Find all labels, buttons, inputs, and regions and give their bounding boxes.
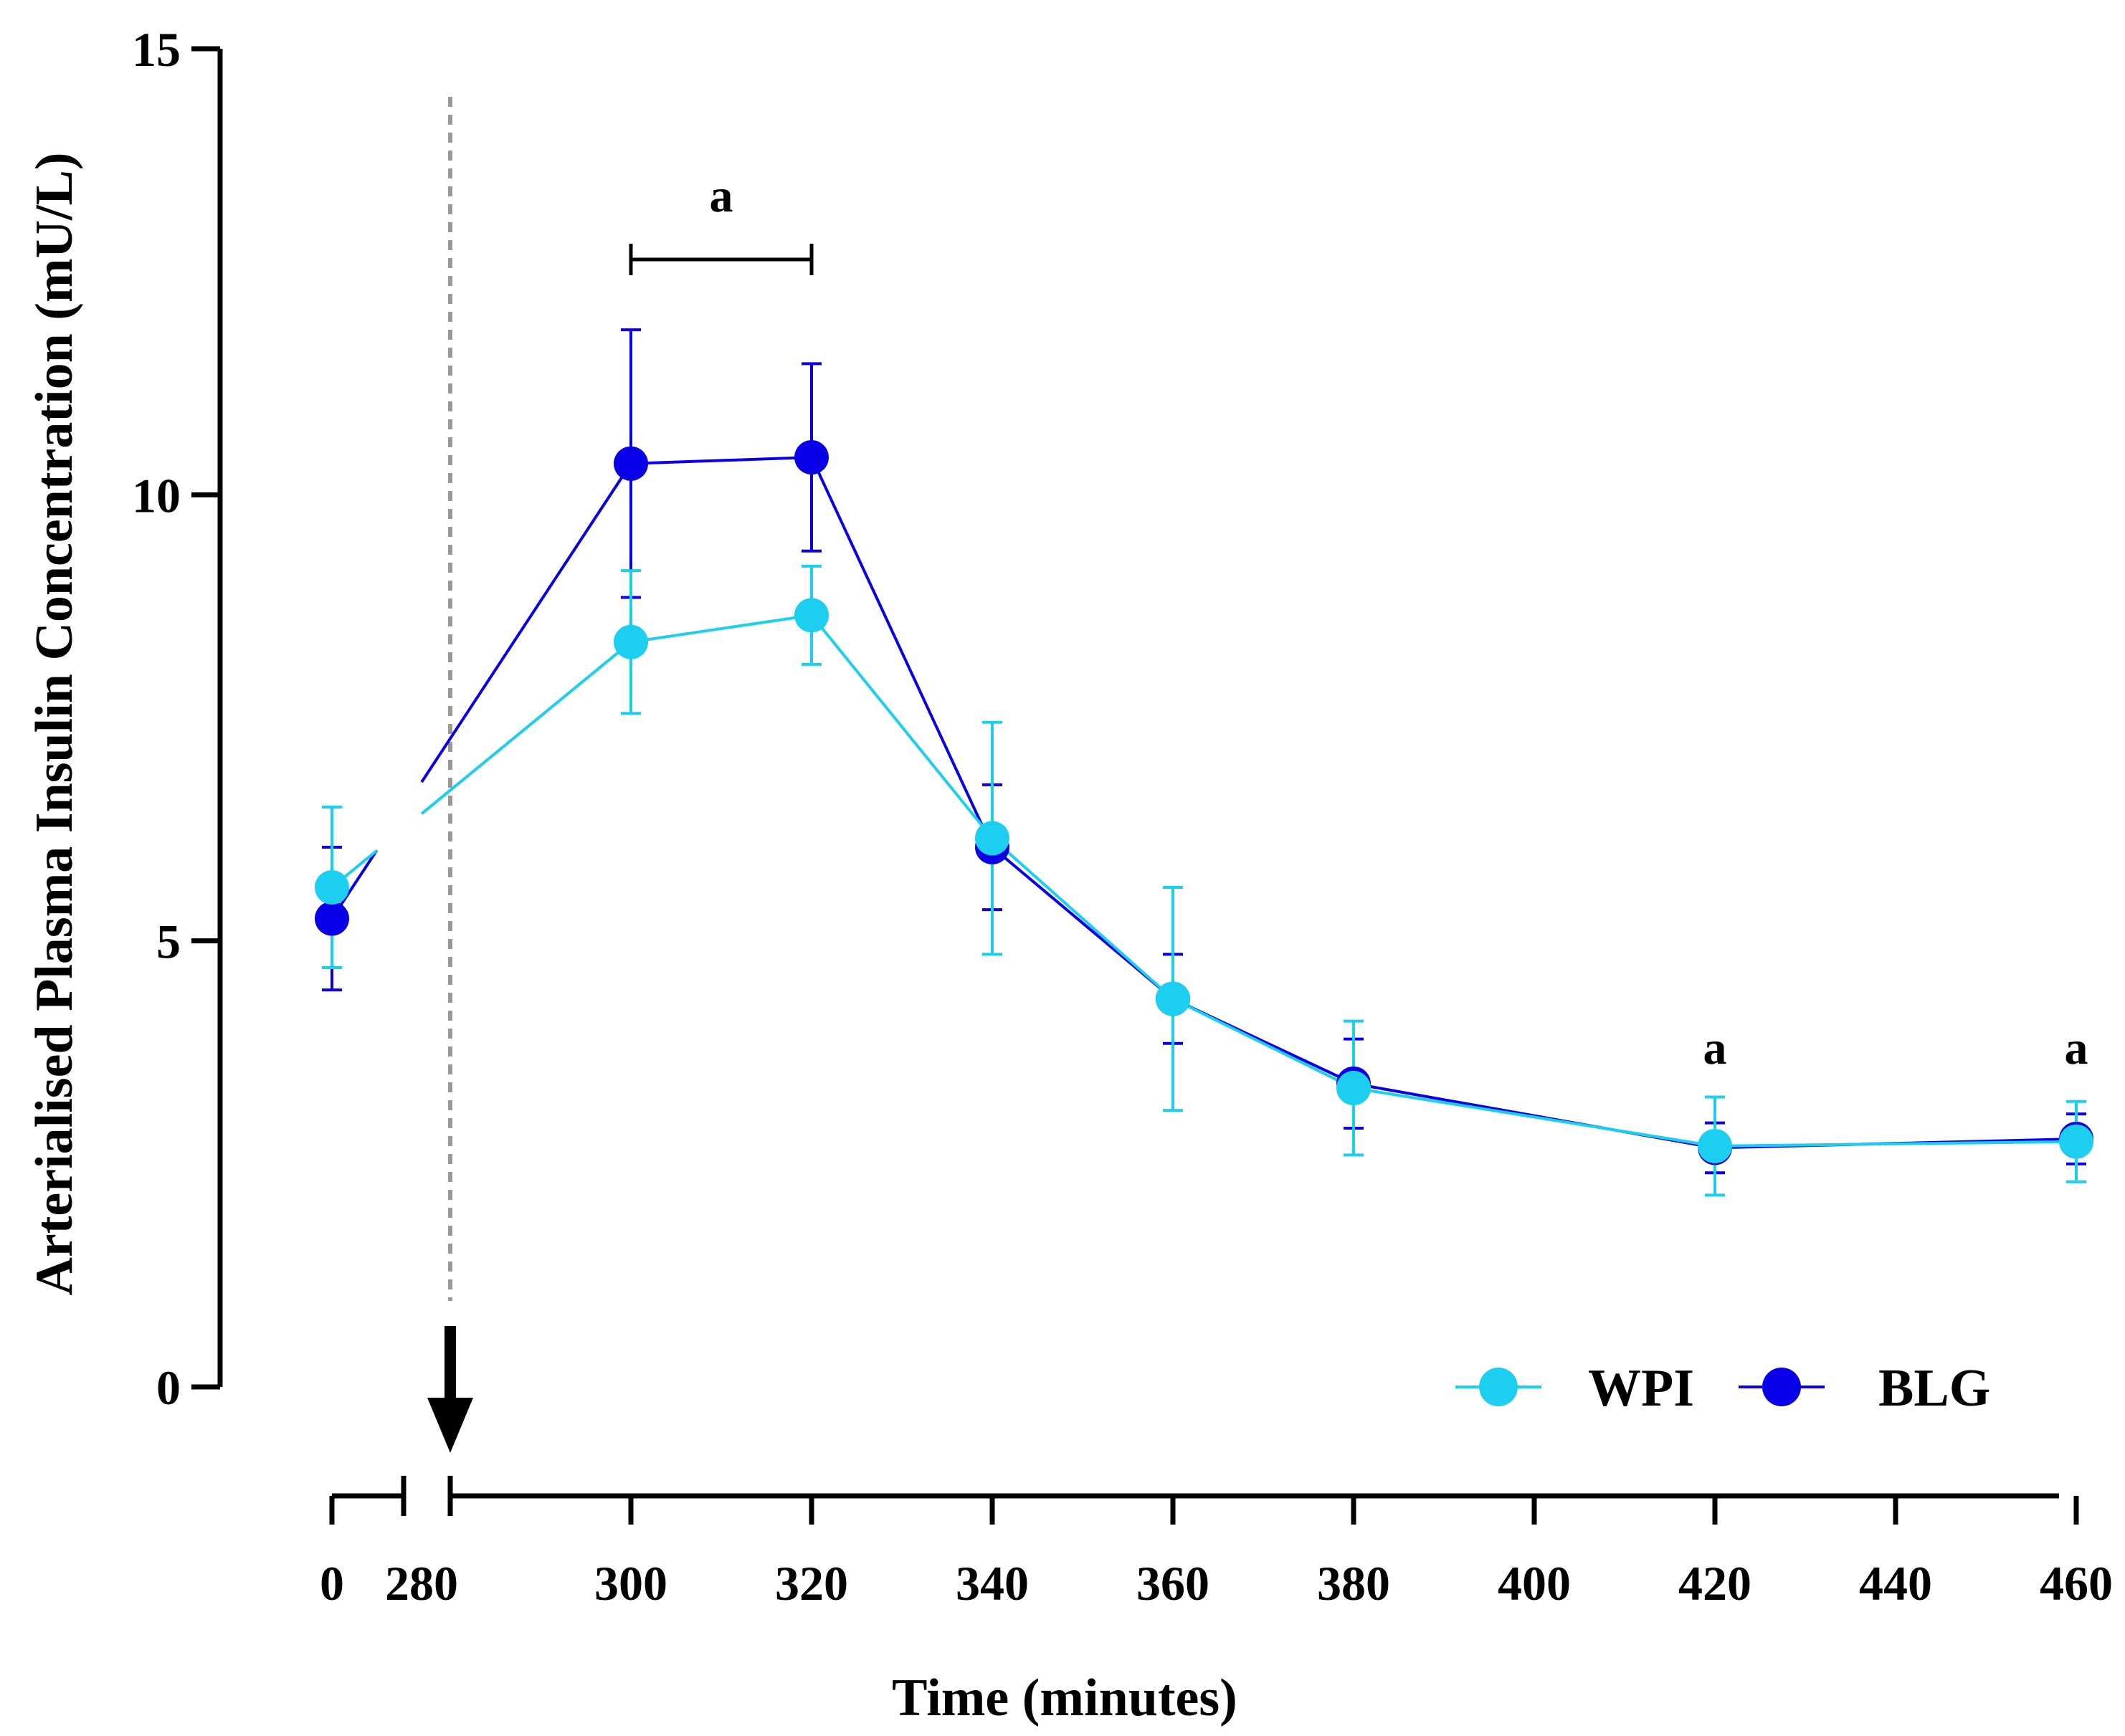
legend-item-wpi: WPI [1455,1359,1694,1418]
point-wpi-340 [975,821,1009,856]
legend-item-blg: BLG [1739,1359,1990,1418]
x-tick-label-400: 400 [1498,1556,1571,1611]
point-wpi-320 [794,598,829,633]
series-blg [322,328,2086,1175]
significance-label-0: a [710,170,733,222]
significance-label-2: a [2065,1022,2088,1074]
x-tick-label-0: 0 [320,1556,344,1611]
x-tick-label-300: 300 [594,1556,667,1611]
y-tick-label-10: 10 [132,468,181,523]
series-wpi [322,564,2086,1197]
point-wpi-380 [1336,1071,1371,1106]
point-wpi-0 [315,869,349,905]
point-wpi-300 [614,624,648,659]
x-tick-label-460: 460 [2040,1556,2113,1611]
y-axis-title: Arterialised Plasma Insulin Concentratio… [25,152,84,1295]
x-tick-label-280: 280 [385,1556,458,1611]
x-tick-label-340: 340 [956,1556,1029,1611]
x-tick-label-420: 420 [1678,1556,1751,1611]
point-blg-300 [614,446,648,481]
point-blg-320 [794,440,829,475]
point-wpi-360 [1156,981,1190,1016]
legend-label-wpi: WPI [1588,1359,1694,1418]
point-wpi-460 [2059,1124,2093,1159]
point-blg-0 [315,901,349,936]
y-tick-label-5: 5 [156,915,181,969]
x-tick-label-320: 320 [775,1556,848,1611]
x-axis-title: Time (minutes) [892,1669,1237,1727]
y-tick-label-15: 15 [132,22,181,77]
dosing-arrow-head [427,1398,473,1453]
legend-marker-wpi [1479,1368,1518,1406]
legend-label-blg: BLG [1878,1359,1990,1418]
legend-marker-blg [1762,1368,1801,1406]
series-line-blg [420,456,2077,1150]
plot-area: 0 5 10 15 0 280 300 320 340 360 380 400 420 440 460 a a a… [132,22,2113,1611]
point-wpi-420 [1698,1128,1732,1163]
y-tick-label-0: 0 [156,1360,181,1415]
x-tick-label-360: 360 [1136,1556,1209,1611]
x-tick-label-440: 440 [1859,1556,1932,1611]
x-tick-label-380: 380 [1317,1556,1390,1611]
significance-label-1: a [1703,1022,1727,1074]
series-line-wpi [420,614,2077,1148]
